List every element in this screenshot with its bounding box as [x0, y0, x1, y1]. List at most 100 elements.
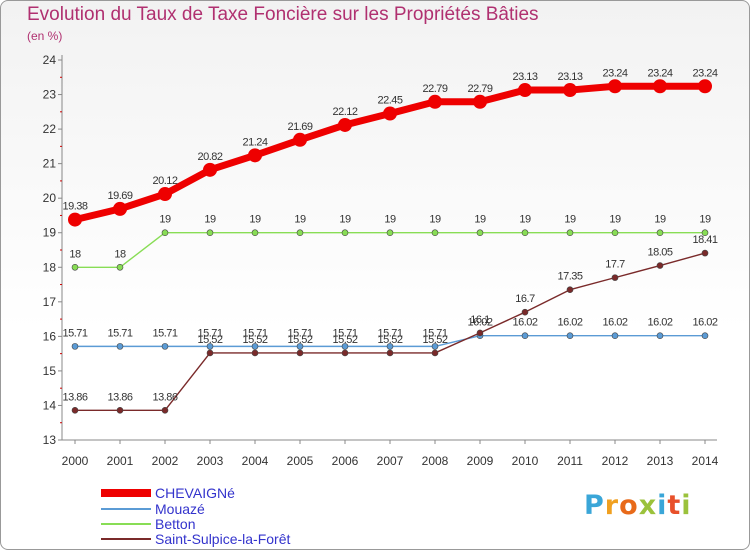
x-tick-label: 2014 [692, 454, 719, 468]
data-point [161, 406, 169, 414]
data-point [203, 162, 217, 177]
data-label: 15.71 [422, 327, 447, 339]
data-point [473, 94, 487, 109]
logo-letter: i [657, 490, 668, 521]
data-point [566, 332, 574, 339]
data-point [476, 329, 484, 337]
legend-label: Saint-Sulpice-la-Forêt [155, 531, 290, 547]
data-label: 15.52 [332, 334, 357, 346]
proxiti-logo: Proxiti [584, 490, 692, 521]
x-tick-label: 2000 [62, 454, 89, 468]
data-label: 16.02 [647, 317, 672, 329]
x-tick-label: 2002 [152, 454, 179, 468]
data-point [296, 229, 304, 237]
data-point [386, 229, 394, 237]
x-tick-label: 2008 [422, 454, 449, 468]
x-tick-label: 2011 [557, 454, 583, 468]
data-label: 21.24 [242, 136, 267, 148]
logo-letter: x [638, 490, 658, 521]
y-tick-label: 16 [43, 329, 57, 343]
legend-label: Mouazé [155, 501, 205, 517]
data-point [206, 349, 214, 357]
data-point [296, 349, 304, 357]
data-label: 16.02 [692, 317, 717, 329]
data-point [701, 229, 709, 237]
x-tick-label: 2009 [467, 454, 494, 468]
data-point [431, 349, 439, 357]
data-label: 19 [699, 214, 711, 226]
x-tick-label: 2004 [242, 454, 269, 468]
data-point [386, 343, 394, 350]
data-label: 19 [339, 214, 351, 226]
data-point [428, 94, 442, 109]
data-label: 17.35 [557, 271, 582, 283]
data-label: 15.71 [242, 327, 267, 339]
data-label: 15.52 [242, 334, 267, 346]
data-label: 18 [69, 248, 81, 260]
data-label: 20.82 [197, 151, 222, 163]
data-label: 19.38 [62, 201, 87, 213]
data-label: 23.13 [512, 71, 537, 83]
x-tick-label: 2003 [197, 454, 224, 468]
x-tick-label: 2001 [107, 454, 134, 468]
data-point [71, 263, 79, 271]
data-point [251, 229, 259, 237]
x-tick-label: 2012 [602, 454, 629, 468]
data-label: 13.86 [62, 391, 87, 403]
data-label: 15.71 [152, 327, 177, 339]
y-tick-label: 20 [43, 191, 57, 205]
data-point [71, 406, 79, 414]
data-point [698, 79, 712, 94]
data-point [611, 332, 619, 339]
y-tick-label: 15 [43, 364, 57, 378]
data-label: 23.24 [692, 67, 717, 79]
data-point [71, 343, 79, 350]
data-point [251, 343, 259, 350]
legend-label: CHEVAIGNé [155, 485, 235, 501]
logo-letter: r [604, 490, 620, 521]
data-point [116, 263, 124, 271]
x-tick-label: 2006 [332, 454, 359, 468]
data-point [656, 332, 664, 339]
data-point [161, 229, 169, 237]
logo-letter: t [667, 490, 682, 521]
data-point [68, 212, 82, 227]
data-label: 16.7 [515, 293, 535, 305]
data-point [563, 83, 577, 98]
data-point [521, 229, 529, 237]
data-label: 16.02 [557, 317, 582, 329]
data-point [566, 229, 574, 237]
data-label: 19 [249, 214, 261, 226]
data-point [656, 229, 664, 237]
data-label: 16.02 [512, 317, 537, 329]
x-tick-label: 2013 [647, 454, 674, 468]
data-point [476, 229, 484, 237]
x-tick-label: 2005 [287, 454, 314, 468]
data-point [521, 308, 529, 316]
data-label: 15.71 [287, 327, 312, 339]
y-tick-label: 18 [43, 260, 57, 274]
data-label: 19 [654, 214, 666, 226]
data-point [701, 332, 709, 339]
y-tick-label: 21 [43, 157, 57, 171]
logo-letter: P [584, 490, 605, 521]
data-label: 15.71 [197, 327, 222, 339]
data-label: 19.69 [107, 190, 132, 202]
data-point [206, 229, 214, 237]
data-label: 23.13 [557, 71, 582, 83]
chart-title: Evolution du Taux de Taxe Foncière sur l… [27, 4, 539, 25]
data-point [296, 343, 304, 350]
y-tick-label: 23 [43, 88, 57, 102]
data-label: 15.71 [62, 327, 87, 339]
data-point [518, 83, 532, 98]
y-tick-label: 24 [43, 53, 57, 67]
data-point [653, 79, 667, 94]
data-point [611, 274, 619, 281]
unit-label: (en %) [27, 29, 63, 43]
data-label: 23.24 [602, 67, 627, 79]
data-label: 19 [474, 214, 486, 226]
data-point [113, 201, 127, 216]
data-point [116, 406, 124, 414]
data-label: 13.86 [152, 391, 177, 403]
data-point [158, 187, 172, 202]
